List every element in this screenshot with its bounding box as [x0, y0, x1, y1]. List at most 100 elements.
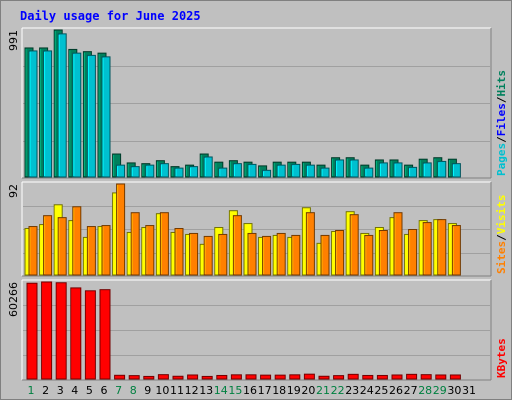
- pages-bar: [174, 167, 184, 178]
- legend-sites: Sites: [495, 241, 508, 274]
- x-axis-day-label: 10: [155, 384, 169, 397]
- legend-separator: /: [495, 96, 508, 103]
- pages-bar: [145, 164, 155, 178]
- x-axis-day-label: 16: [243, 384, 257, 397]
- kbytes-bar: [245, 374, 257, 380]
- x-axis-day-label: 14: [214, 384, 228, 397]
- kbytes-bar: [201, 375, 213, 380]
- pages-bar: [320, 167, 330, 178]
- kbytes-bar: [303, 373, 315, 380]
- kbytes-bar: [99, 289, 111, 380]
- sites-bar: [57, 217, 67, 276]
- y-axis-max-label: 60266: [7, 282, 20, 317]
- x-axis-day-label: 29: [433, 384, 447, 397]
- x-axis-day-label: 27: [404, 384, 418, 397]
- x-axis-day-label: 18: [272, 384, 286, 397]
- pages-bar: [378, 162, 388, 178]
- y-axis-max-label: 92: [7, 184, 20, 198]
- pages-bar: [335, 159, 345, 178]
- sites-bar: [262, 235, 272, 276]
- x-axis-day-label: 8: [130, 384, 137, 397]
- pages-bar: [262, 169, 272, 178]
- kbytes-bar: [406, 373, 418, 380]
- kbytes-bar: [362, 374, 374, 380]
- x-axis-day-label: 12: [185, 384, 199, 397]
- sites-bar: [116, 183, 126, 276]
- kbytes-bar: [230, 374, 242, 380]
- kbytes-bar: [435, 374, 447, 380]
- panel-legend: KBytes: [495, 338, 508, 378]
- pages-bar: [159, 163, 169, 178]
- sites-bar: [364, 234, 374, 276]
- x-axis-day-label: 5: [86, 384, 93, 397]
- sites-bar: [393, 212, 403, 276]
- x-axis-day-label: 1: [28, 384, 35, 397]
- chart-title: Daily usage for June 2025: [20, 9, 201, 23]
- sites-bar: [335, 229, 345, 276]
- pages-bar: [451, 163, 461, 178]
- panel-legend: Pages/Files/Hits: [495, 70, 508, 176]
- kbytes-bar: [391, 374, 403, 380]
- x-axis-day-label: 13: [199, 384, 213, 397]
- x-axis-day-label: 28: [418, 384, 432, 397]
- sites-bar: [72, 206, 82, 276]
- x-axis-day-label: 24: [360, 384, 374, 397]
- legend-files: Files: [495, 103, 508, 136]
- kbytes-bar: [333, 375, 345, 380]
- pages-bar: [72, 52, 82, 178]
- kbytes-bar: [114, 374, 126, 380]
- sites-bar: [28, 226, 38, 276]
- kbytes-bar: [55, 282, 67, 380]
- pages-bar: [422, 162, 432, 178]
- legend-visits: Visits: [495, 195, 508, 235]
- kbytes-bar: [376, 374, 388, 380]
- legend-separator: /: [495, 136, 508, 143]
- x-axis-day-label: 9: [144, 384, 151, 397]
- x-axis-day-label: 15: [228, 384, 242, 397]
- x-axis-day-label: 22: [331, 384, 345, 397]
- sites-bar: [86, 226, 96, 276]
- sites-bar: [247, 232, 257, 276]
- x-axis-day-label: 23: [345, 384, 359, 397]
- x-axis-day-label: 21: [316, 384, 330, 397]
- sites-bar: [276, 232, 286, 276]
- x-axis-day-label: 11: [170, 384, 184, 397]
- legend-kbytes: KBytes: [495, 338, 508, 378]
- pages-bar: [218, 167, 228, 178]
- kbytes-bar: [84, 290, 96, 380]
- kbytes-bar: [187, 374, 199, 380]
- pages-bar: [86, 54, 96, 178]
- pages-bar: [232, 163, 242, 178]
- x-axis-day-label: 30: [447, 384, 461, 397]
- x-axis-day-label: 26: [389, 384, 403, 397]
- x-axis-day-label: 3: [57, 384, 64, 397]
- legend-hits: Hits: [495, 70, 508, 97]
- sites-bar: [349, 214, 359, 276]
- sites-bar: [43, 215, 53, 276]
- pages-bar: [57, 33, 67, 178]
- sites-bar: [174, 228, 184, 276]
- legend-pages: Pages: [495, 143, 508, 176]
- x-axis-day-label: 7: [115, 384, 122, 397]
- pages-bar: [393, 162, 403, 178]
- x-axis-day-label: 2: [42, 384, 49, 397]
- x-axis-day-label: 19: [287, 384, 301, 397]
- pages-bar: [349, 159, 359, 178]
- x-axis-day-label: 17: [258, 384, 272, 397]
- kbytes-bar: [347, 373, 359, 380]
- sites-bar: [189, 232, 199, 276]
- pages-bar: [247, 163, 257, 178]
- pages-bar: [28, 50, 38, 178]
- sites-bar: [408, 229, 418, 276]
- pages-bar: [276, 164, 286, 178]
- sites-bar: [130, 212, 140, 276]
- y-axis-max-label: 991: [7, 30, 20, 51]
- sites-bar: [305, 212, 315, 276]
- pages-bar: [43, 50, 53, 178]
- kbytes-bar: [289, 374, 301, 380]
- pages-bar: [408, 166, 418, 178]
- kbytes-bar: [41, 281, 53, 380]
- pages-bar: [437, 160, 447, 178]
